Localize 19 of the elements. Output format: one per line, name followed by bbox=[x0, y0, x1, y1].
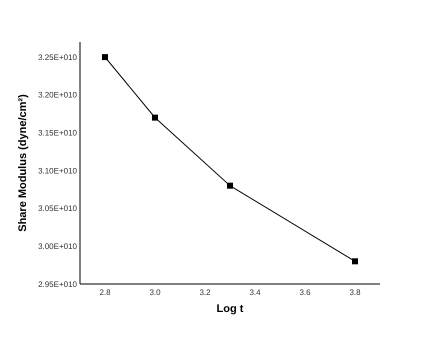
y-tick-label: 3.15E+010 bbox=[38, 128, 78, 138]
y-tick-label: 2.95E+010 bbox=[38, 280, 78, 289]
x-tick-label: 3.0 bbox=[149, 288, 162, 297]
x-tick-label: 3.4 bbox=[249, 288, 262, 297]
y-axis-title: Share Modulus (dyne/cm²) bbox=[17, 94, 29, 232]
y-tick-label: 3.25E+010 bbox=[38, 52, 78, 62]
point bbox=[227, 182, 233, 189]
point bbox=[352, 258, 358, 264]
x-tick-label: 3.8 bbox=[349, 288, 362, 297]
y-tick-label: 3.10E+010 bbox=[38, 166, 78, 176]
y-tick-label: 3.00E+010 bbox=[38, 242, 78, 251]
x-tick-label: 3.6 bbox=[299, 288, 312, 297]
x-axis-title: Log t bbox=[216, 303, 244, 315]
point bbox=[102, 54, 108, 60]
x-tick-label: 2.8 bbox=[99, 288, 112, 297]
point bbox=[152, 114, 158, 121]
x-tick-label: 3.2 bbox=[199, 288, 212, 297]
y-tick-label: 3.05E+010 bbox=[38, 204, 78, 214]
y-tick-label: 3.20E+010 bbox=[38, 90, 78, 100]
